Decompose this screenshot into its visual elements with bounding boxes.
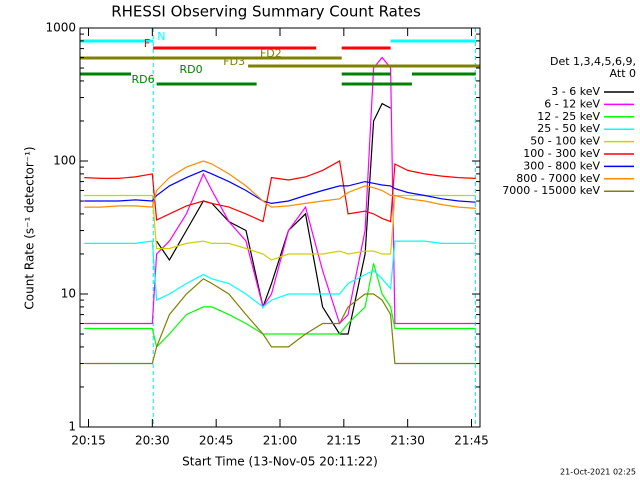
y-tick-label: 100 <box>53 154 76 168</box>
legend-label: 800 - 7000 keV <box>516 172 600 185</box>
y-tick-label: 1000 <box>45 21 76 35</box>
x-tick-label: 21:00 <box>263 434 298 448</box>
flag-label: F <box>144 37 150 50</box>
series-line <box>84 194 476 261</box>
y-axis-label: Count Rate (s⁻¹ detector⁻¹) <box>23 146 37 309</box>
x-tick-label: 21:30 <box>390 434 425 448</box>
flag-label: FD3 <box>223 55 245 68</box>
legend-label: 12 - 25 keV <box>537 110 600 123</box>
flag-label: RD6 <box>131 73 154 86</box>
series-line <box>84 240 476 308</box>
x-tick-label: 21:15 <box>327 434 362 448</box>
chart-title: RHESSI Observing Summary Count Rates <box>111 3 421 21</box>
flag-label: FD2 <box>260 47 282 60</box>
x-tick-label: 20:15 <box>71 434 106 448</box>
legend-title: Att 0 <box>610 67 636 80</box>
legend-label: 300 - 800 keV <box>523 159 600 172</box>
x-tick-label: 20:45 <box>199 434 234 448</box>
x-axis-label: Start Time (13-Nov-05 20:11:22) <box>182 455 378 469</box>
legend-label: 100 - 300 keV <box>523 147 600 160</box>
y-tick-label: 10 <box>61 287 76 301</box>
legend-label: 7000 - 15000 keV <box>502 184 600 197</box>
legend-label: 50 - 100 keV <box>530 135 600 148</box>
plot-area <box>80 28 480 427</box>
x-tick-label: 20:30 <box>135 434 170 448</box>
series-line <box>84 263 476 349</box>
legend-title: Det 1,3,4,5,6,9, <box>550 55 636 68</box>
series-line <box>84 160 476 209</box>
legend-label: 25 - 50 keV <box>537 122 600 135</box>
series-line <box>84 160 476 223</box>
series-line <box>84 278 476 365</box>
flag-label: N <box>157 30 165 43</box>
x-tick-label: 21:45 <box>454 434 489 448</box>
legend-label: 6 - 12 keV <box>544 97 600 110</box>
flag-label: RD0 <box>180 63 203 76</box>
legend-label: 3 - 6 keV <box>551 85 600 98</box>
y-tick-label: 1 <box>68 420 76 434</box>
footer: 21-Oct-2021 02:25 <box>560 468 636 477</box>
